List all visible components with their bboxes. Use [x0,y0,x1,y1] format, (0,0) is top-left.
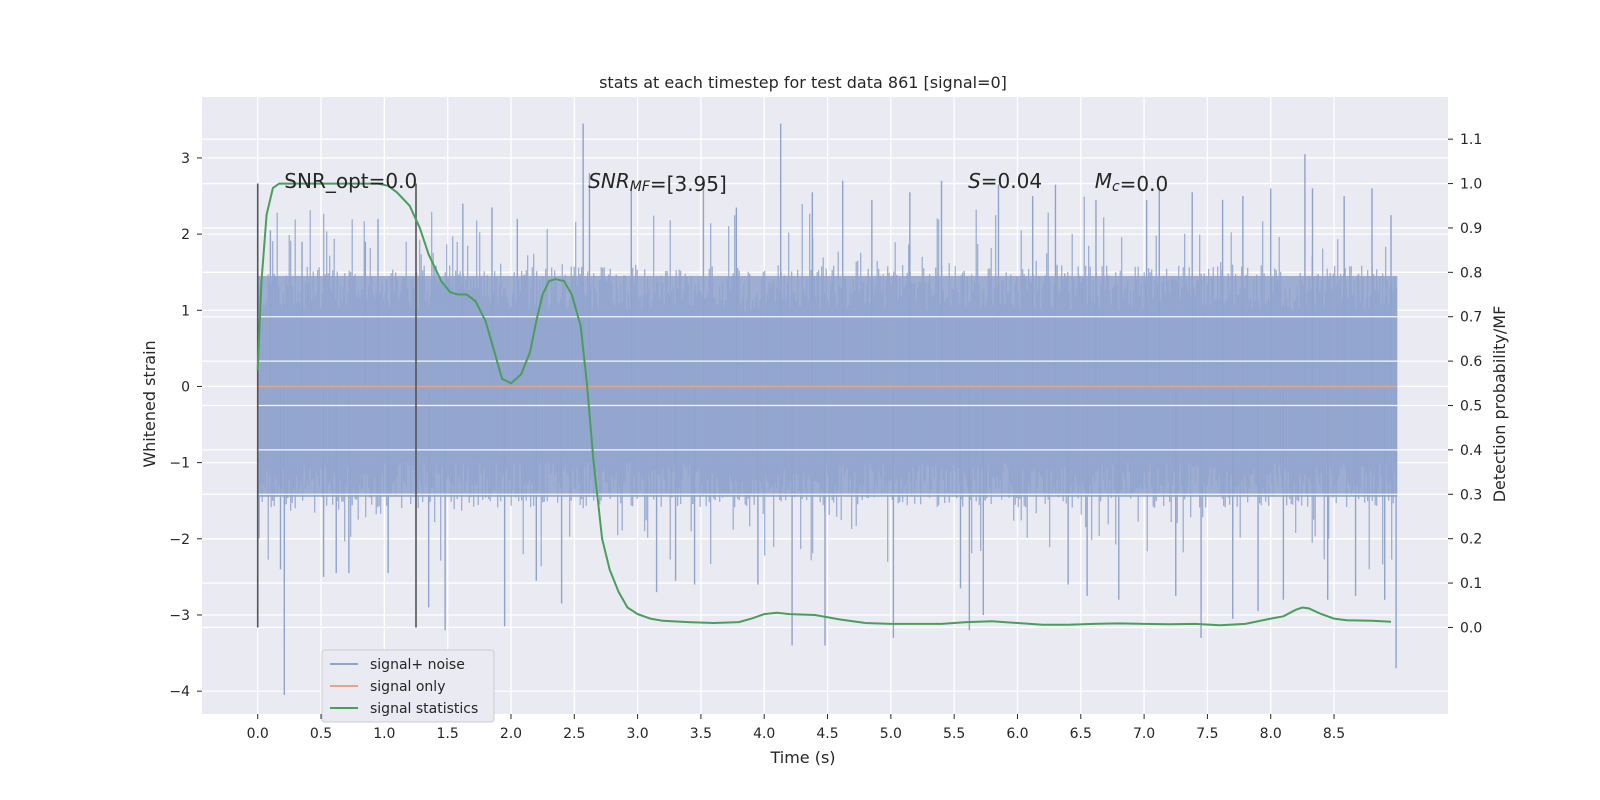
y-tick-label: −4 [169,684,190,700]
x-tick-label: 3.0 [626,726,648,742]
x-tick-label: 0.5 [310,726,332,742]
annotation-part: c [1112,179,1120,195]
annotation-part: =0.04 [981,169,1042,193]
x-tick-label: 0.0 [247,726,269,742]
x-tick-label: 2.5 [563,726,585,742]
y2-tick-label: 0.3 [1460,487,1482,503]
annotation-part: SNR [588,169,630,193]
y2-axis-label: Detection probability/MF [1490,306,1509,503]
x-tick-label: 5.0 [880,726,902,742]
y-axis-ticks: −4 −3 −2 −1 0 1 2 3 [169,151,202,700]
y-tick-label: −3 [169,608,190,624]
x-tick-label: 4.5 [816,726,838,742]
marker-lines [256,183,417,628]
x-tick-label: 5.5 [943,726,965,742]
y2-tick-label: 0.1 [1460,576,1482,592]
signal-statistics-line [256,182,1392,627]
y-tick-label: 2 [181,227,190,243]
x-tick-label: 1.0 [373,726,395,742]
x-tick-label: 1.5 [437,726,459,742]
annotation-text: SNRMF=[3.95] [588,169,727,196]
y2-tick-label: 0.6 [1460,354,1482,370]
annotations: SNR_opt=0.0 SNRMF=[3.95] S=0.04 Mc=0.0 [284,169,1168,196]
legend: signal+ noise signal only signal statistic… [321,649,495,723]
y2-tick-label: 0.5 [1460,399,1482,415]
annotation-part: M [1095,169,1112,193]
y-tick-label: 0 [181,379,190,395]
annotation-part: =0.0 [1120,172,1169,196]
x-tick-label: 6.5 [1070,726,1092,742]
y2-tick-label: 0.2 [1460,532,1482,548]
x-tick-label: 7.0 [1133,726,1155,742]
y-axis-label: Whitened strain [140,340,159,467]
x-tick-label: 6.0 [1006,726,1028,742]
legend-box [321,649,495,723]
y2-tick-label: 0.8 [1460,265,1482,281]
y2-tick-label: 0.0 [1460,620,1482,636]
y2-axis-ticks: 0.0 0.1 0.2 0.3 0.4 0.5 0.6 0.7 0.8 0.9 1.0 1.1 [1448,132,1482,636]
x-tick-label: 8.5 [1323,726,1345,742]
annotation-part: SNR_opt=0.0 [284,169,417,193]
y-tick-label: 3 [181,151,190,167]
annotation-part: S [968,169,981,193]
annotation-part: MF [630,179,651,195]
y-tick-label: −1 [169,456,190,472]
x-axis-label: Time (s) [769,748,835,767]
y2-tick-label: 0.9 [1460,221,1482,237]
annotation-text: SNR_opt=0.0 [284,169,417,193]
annotation-part: =[3.95] [650,172,727,196]
annotation-text: Mc=0.0 [1095,169,1169,196]
x-tick-label: 3.5 [690,726,712,742]
y2-tick-label: 0.4 [1460,443,1482,459]
x-tick-label: 8.0 [1260,726,1282,742]
legend-label: signal only [370,679,445,695]
legend-label: signal statistics [370,701,478,717]
x-tick-label: 4.0 [753,726,775,742]
x-axis-ticks: 0.0 0.5 1.0 1.5 2.0 2.5 3.0 3.5 4.0 4.5 5.0 5.5 6.0 6… [247,714,1345,742]
y2-tick-label: 1.1 [1460,132,1482,148]
chart-title: stats at each timestep for test data 861… [599,73,1007,92]
y-tick-label: 1 [181,303,190,319]
y2-tick-label: 0.7 [1460,310,1482,326]
y2-tick-label: 1.0 [1460,177,1482,193]
x-tick-label: 7.5 [1196,726,1218,742]
legend-label: signal+ noise [370,657,465,673]
y-tick-label: −2 [169,532,190,548]
series-signal-statistics [256,182,1392,627]
annotation-text: S=0.04 [968,169,1042,193]
x-tick-label: 2.0 [500,726,522,742]
